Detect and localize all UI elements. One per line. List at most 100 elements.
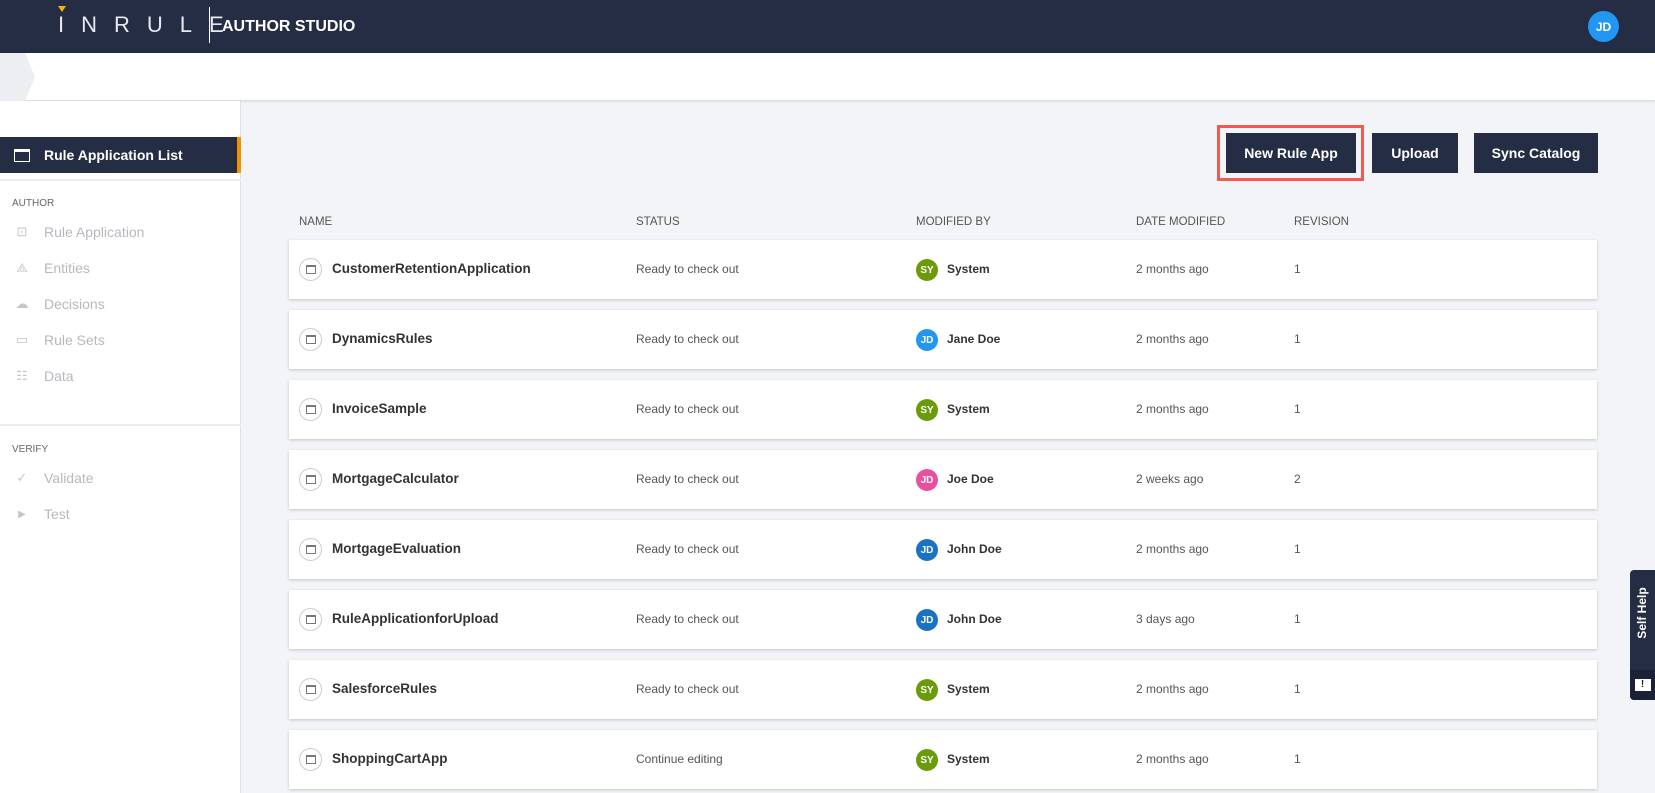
sidebar-item-decisions[interactable]: ☁ Decisions	[0, 289, 240, 319]
rule-application-icon: ⊡	[16, 224, 28, 239]
section-title-author: AUTHOR	[12, 198, 55, 209]
self-help-tab[interactable]: Self Help !	[1630, 570, 1655, 700]
sidebar-item-label: Entities	[44, 260, 90, 276]
row-name[interactable]: RuleApplicationforUpload	[332, 611, 499, 626]
self-help-label: Self Help	[1635, 587, 1649, 639]
sidebar-item-label: Rule Application	[44, 224, 145, 240]
sidebar-item-test[interactable]: ▶ Test	[0, 499, 240, 529]
row-name[interactable]: InvoiceSample	[332, 401, 427, 416]
divider	[0, 179, 241, 181]
data-icon: ☷	[16, 368, 28, 383]
rule-app-icon	[299, 678, 322, 701]
row-name[interactable]: MortgageEvaluation	[332, 541, 462, 556]
table-row[interactable]: MortgageCalculator Ready to check out JD…	[289, 450, 1597, 509]
row-status: Ready to check out	[636, 542, 739, 556]
modifier-avatar: JD	[916, 609, 938, 631]
row-status: Ready to check out	[636, 472, 739, 486]
entities-icon: ⟁	[16, 260, 28, 275]
row-revision: 1	[1294, 332, 1301, 346]
table-row[interactable]: DynamicsRules Ready to check out JD Jane…	[289, 310, 1597, 369]
row-modified-by: System	[947, 402, 990, 416]
table-row[interactable]: SalesforceRules Ready to check out SY Sy…	[289, 660, 1597, 719]
sidebar-item-validate[interactable]: ✓ Validate	[0, 463, 240, 493]
sidebar-item-rule-sets[interactable]: ▭ Rule Sets	[0, 325, 240, 355]
column-header-date-modified[interactable]: DATE MODIFIED	[1136, 216, 1226, 228]
modifier-avatar: SY	[916, 259, 938, 281]
row-modified-by: Jane Doe	[947, 332, 1001, 346]
row-revision: 1	[1294, 402, 1301, 416]
user-avatar[interactable]: JD	[1588, 11, 1619, 42]
modifier-avatar: JD	[916, 329, 938, 351]
highlight-outline	[1217, 125, 1364, 181]
row-status: Continue editing	[636, 752, 723, 766]
logo-divider	[209, 7, 210, 43]
rule-app-list-icon	[14, 148, 30, 162]
rule-app-icon	[299, 328, 322, 351]
table-row[interactable]: CustomerRetentionApplication Ready to ch…	[289, 240, 1597, 299]
row-name[interactable]: MortgageCalculator	[332, 471, 459, 486]
sidebar-item-label: Validate	[44, 470, 94, 486]
table-row[interactable]: InvoiceSample Ready to check out SY Syst…	[289, 380, 1597, 439]
row-name[interactable]: DynamicsRules	[332, 331, 433, 346]
row-date-modified: 2 months ago	[1136, 402, 1209, 416]
row-modified-by: Joe Doe	[947, 472, 994, 486]
sidebar-item-rule-application[interactable]: ⊡ Rule Application	[0, 217, 240, 247]
row-name[interactable]: CustomerRetentionApplication	[332, 261, 531, 276]
logo-accent-icon	[58, 6, 66, 12]
row-revision: 1	[1294, 612, 1301, 626]
divider	[0, 424, 241, 426]
row-revision: 1	[1294, 752, 1301, 766]
column-header-revision[interactable]: REVISION	[1294, 216, 1349, 228]
column-header-name[interactable]: NAME	[299, 216, 333, 228]
sidebar-item-entities[interactable]: ⟁ Entities	[0, 253, 240, 283]
row-revision: 2	[1294, 472, 1301, 486]
row-revision: 1	[1294, 682, 1301, 696]
sidebar-item-label: Decisions	[44, 296, 105, 312]
check-icon: ✓	[16, 470, 28, 485]
sync-catalog-button[interactable]: Sync Catalog	[1474, 133, 1598, 173]
row-name[interactable]: ShoppingCartApp	[332, 751, 448, 766]
play-icon: ▶	[18, 508, 26, 520]
row-modified-by: System	[947, 262, 990, 276]
rule-app-icon	[299, 398, 322, 421]
row-date-modified: 2 months ago	[1136, 752, 1209, 766]
row-revision: 1	[1294, 542, 1301, 556]
new-rule-app-button[interactable]: New Rule App	[1226, 133, 1356, 173]
row-modified-by: System	[947, 682, 990, 696]
upload-button[interactable]: Upload	[1372, 133, 1458, 173]
row-status: Ready to check out	[636, 402, 739, 416]
modifier-avatar: SY	[916, 399, 938, 421]
sidebar-item-data[interactable]: ☷ Data	[0, 361, 240, 391]
rule-app-icon	[299, 468, 322, 491]
sidebar-item-rule-application-list[interactable]: Rule Application List	[0, 137, 241, 173]
row-status: Ready to check out	[636, 262, 739, 276]
column-header-modified-by[interactable]: MODIFIED BY	[916, 216, 991, 228]
row-date-modified: 3 days ago	[1136, 612, 1195, 626]
row-name[interactable]: SalesforceRules	[332, 681, 438, 696]
row-status: Ready to check out	[636, 332, 739, 346]
table-row[interactable]: ShoppingCartApp Continue editing SY Syst…	[289, 730, 1597, 789]
row-modified-by: John Doe	[947, 542, 1002, 556]
rule-app-icon	[299, 748, 322, 771]
top-header: INRULE AUTHOR STUDIO JD	[0, 0, 1655, 53]
table-row[interactable]: RuleApplicationforUpload Ready to check …	[289, 590, 1597, 649]
section-title-verify: VERIFY	[12, 444, 49, 455]
breadcrumb-home-chevron[interactable]	[0, 53, 35, 101]
modifier-avatar: SY	[916, 679, 938, 701]
row-modified-by: System	[947, 752, 990, 766]
app-title: AUTHOR STUDIO	[222, 18, 356, 35]
column-header-status[interactable]: STATUS	[636, 216, 680, 228]
modifier-avatar: JD	[916, 469, 938, 491]
table-row[interactable]: MortgageEvaluation Ready to check out JD…	[289, 520, 1597, 579]
row-date-modified: 2 months ago	[1136, 262, 1209, 276]
feedback-icon[interactable]: !	[1630, 670, 1655, 700]
breadcrumb	[0, 53, 1655, 101]
sidebar-item-label: Data	[44, 368, 74, 384]
row-status: Ready to check out	[636, 682, 739, 696]
row-modified-by: John Doe	[947, 612, 1002, 626]
sidebar-item-label: Rule Sets	[44, 332, 105, 348]
row-date-modified: 2 weeks ago	[1136, 472, 1204, 486]
row-revision: 1	[1294, 262, 1301, 276]
rule-app-icon	[299, 538, 322, 561]
inrule-logo[interactable]: INRULE	[58, 12, 241, 37]
